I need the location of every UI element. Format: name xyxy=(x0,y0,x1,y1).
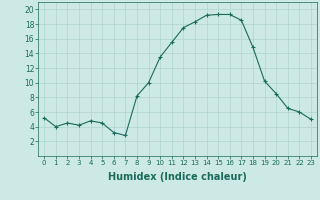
X-axis label: Humidex (Indice chaleur): Humidex (Indice chaleur) xyxy=(108,172,247,182)
